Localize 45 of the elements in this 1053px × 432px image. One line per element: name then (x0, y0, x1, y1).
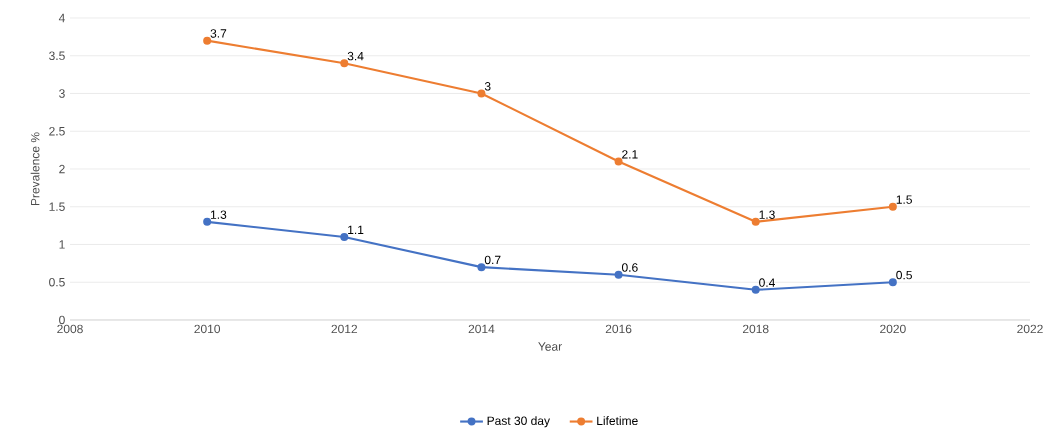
point (477, 89, 486, 98)
y-tick-label: 4 (58, 13, 65, 23)
x-tick-label: 2012 (331, 324, 358, 334)
x-tick-label: 2008 (57, 324, 83, 334)
point (888, 202, 897, 211)
y-tick-label: 2.5 (49, 126, 65, 136)
data-label: 0.5 (896, 270, 912, 280)
data-label: 0.4 (759, 278, 775, 287)
data-label: 2.1 (622, 150, 638, 159)
point (888, 278, 897, 287)
x-tick-label: 2018 (742, 324, 769, 334)
data-label: 1.5 (896, 195, 912, 204)
point (340, 232, 349, 241)
data-label: 1.1 (348, 225, 364, 234)
y-tick-label: 3 (59, 89, 65, 98)
x-tick-label: 2022 (1017, 324, 1043, 334)
point (340, 59, 349, 68)
legend-label: Lifetime (597, 416, 638, 425)
data-label: 0.6 (621, 263, 638, 272)
point (614, 270, 623, 279)
x-axis-title: Year (538, 342, 562, 351)
y-tick-label: 3.5 (49, 51, 65, 60)
x-tick-label: 2020 (880, 324, 906, 334)
data-label: 3.4 (347, 51, 364, 61)
point (751, 285, 760, 294)
y-tick-label: 1.5 (49, 202, 65, 211)
data-label: 3.7 (210, 29, 227, 38)
y-tick-label: 2 (59, 164, 65, 174)
x-tick-label: 2016 (605, 324, 632, 334)
y-tick-label: 0.5 (49, 277, 65, 287)
point (203, 217, 212, 226)
data-label: 3 (484, 81, 491, 91)
legend-label: Past 30 day (487, 416, 550, 428)
x-tick-label: 2010 (194, 324, 221, 334)
y-axis-title: Prevalence % (30, 132, 40, 205)
point (203, 36, 212, 45)
x-tick-label: 2014 (468, 324, 495, 334)
data-label: 1.3 (759, 210, 775, 219)
point (477, 263, 486, 272)
y-tick-label: 1 (59, 240, 65, 249)
y-tick-label: 0 (59, 315, 65, 325)
point (614, 157, 623, 166)
data-label: 1.3 (211, 210, 227, 219)
point (751, 217, 760, 226)
data-label: 0.7 (484, 255, 501, 265)
